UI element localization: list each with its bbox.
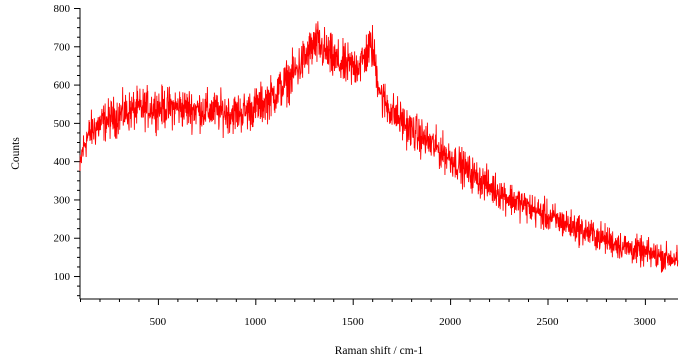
spectrum-line-0 <box>79 21 679 273</box>
x-tick-label: 3000 <box>634 316 657 328</box>
x-tick-label: 2000 <box>439 316 462 328</box>
x-tick-label: 1500 <box>342 316 365 328</box>
x-tick-label: 1000 <box>244 316 267 328</box>
y-tick-label: 500 <box>54 118 71 130</box>
x-tick-label: 2500 <box>536 316 559 328</box>
axes-group: 100 200 300 400 500 600 700 800 500 1000 1500 2000 2… <box>54 3 678 328</box>
y-axis-title: Counts <box>10 137 22 170</box>
y-tick-label: 600 <box>54 80 71 92</box>
y-tick-label: 700 <box>54 41 71 53</box>
x-axis-title: Raman shift / cm-1 <box>335 345 424 357</box>
y-tick-label: 400 <box>54 156 71 168</box>
x-tick-label: 500 <box>150 316 167 328</box>
y-tick-label: 300 <box>54 194 71 206</box>
y-tick-label: 100 <box>54 271 71 283</box>
y-tick-label: 200 <box>54 233 71 245</box>
y-tick-label: 800 <box>54 3 71 15</box>
series-group <box>79 21 679 273</box>
